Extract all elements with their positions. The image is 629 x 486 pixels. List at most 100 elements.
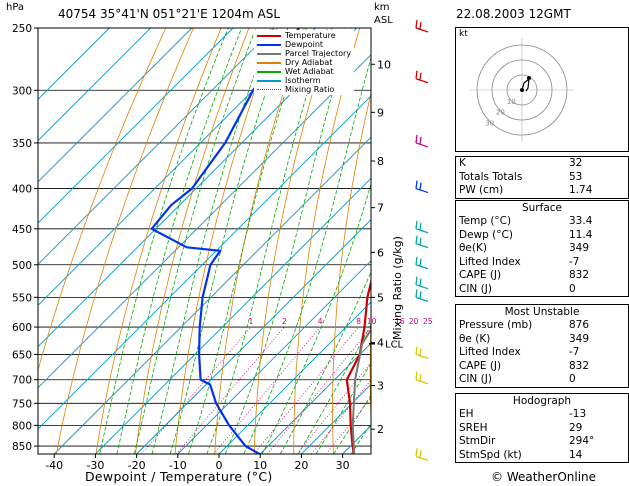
isotherm-line [38, 28, 151, 142]
isotherm-line [53, 136, 371, 454]
legend-swatch [257, 52, 281, 55]
wet-adiabat [133, 28, 257, 454]
temperature-tick-label: 20 [294, 459, 308, 472]
height-tick-label: 9 [377, 106, 384, 119]
surface-box: Surface Temp (°C) 33.4 Dewp (°C) 11.4 θe(K) 3… [455, 200, 629, 297]
index-row: StmDir 294° [456, 435, 628, 449]
pressure-tick-label: 750 [12, 398, 32, 410]
legend-entry: Isotherm [257, 76, 351, 85]
dewpoint-curve [150, 28, 300, 454]
legend-label: Dry Adiabat [285, 58, 333, 67]
height-tick-label: 10 [377, 58, 391, 71]
mixing-ratio-line [267, 327, 371, 454]
hodograph-index-title: Hodograph [512, 395, 572, 407]
index-label: Totals Totals [459, 170, 523, 183]
isotherm-line [38, 28, 316, 307]
mixing-ratio-label: 4 [318, 317, 323, 326]
legend-swatch [257, 43, 281, 46]
index-row: CAPE (J) 832 [456, 269, 628, 283]
wind-barb [415, 235, 429, 249]
index-row: Pressure (mb) 876 [456, 319, 628, 333]
wind-barb [415, 180, 429, 194]
index-label: θe (K) [459, 332, 491, 345]
mixing-ratio-line [213, 326, 321, 454]
asl-unit-label: ASL [374, 15, 393, 26]
wind-barb [415, 448, 429, 461]
temperature-tick-label: -40 [45, 459, 63, 472]
mixing-ratio-line [325, 397, 371, 454]
wet-adiabat [151, 28, 272, 454]
pressure-tick-label: 300 [12, 85, 32, 97]
index-label: StmDir [459, 435, 496, 447]
index-value: 876 [569, 319, 590, 331]
wet-adiabat [99, 28, 229, 454]
km-unit-label: km [374, 2, 390, 13]
wet-adiabat [169, 28, 289, 454]
dry-adiabat [332, 91, 371, 454]
legend-entry: Temperature [257, 31, 351, 40]
index-value: 32 [569, 157, 583, 169]
chart-legend: Temperature Dewpoint Parcel Trajectory Dry … [254, 30, 355, 95]
indices-table: K 32 Totals Totals 53 PW (cm) 1.74 [456, 157, 628, 198]
wind-barbs [415, 19, 429, 461]
profile-curves [150, 28, 371, 454]
index-row: EH -13 [456, 408, 628, 422]
mixing-ratio-label: 8 [356, 317, 361, 326]
isotherm-line [38, 28, 357, 348]
indices-box: K 32 Totals Totals 53 PW (cm) 1.74 [455, 156, 629, 199]
copyright-footer: © WeatherOnline [491, 470, 597, 484]
index-label: EH [459, 408, 474, 420]
temperature-tick-label: 0 [216, 459, 223, 472]
legend-label: Parcel Trajectory [285, 49, 352, 58]
pressure-tick-label: 250 [12, 23, 32, 35]
index-label: CIN (J) [459, 282, 492, 295]
hodograph-origin [520, 88, 524, 92]
pressure-tick-label: 800 [12, 420, 32, 432]
index-value: 53 [569, 170, 583, 183]
index-row: Temp (°C) 33.4 [456, 215, 628, 229]
wind-barb [415, 220, 429, 234]
hodograph-ring-label: 20 [496, 109, 505, 117]
index-row: SREH 29 [456, 422, 628, 436]
index-value: -7 [569, 255, 580, 268]
index-label: CIN (J) [459, 373, 492, 385]
index-value: 832 [569, 359, 590, 372]
height-tick-label: 4 [377, 337, 384, 350]
wet-adiabat [206, 28, 328, 454]
mixing-ratio-line [311, 379, 371, 454]
isotherm-line [259, 342, 371, 454]
parcel-trajectory-curve [351, 327, 371, 454]
index-row: Lifted Index -7 [456, 256, 628, 270]
pressure-tick-label: 850 [12, 441, 32, 453]
legend-label: Wet Adiabat [285, 67, 334, 76]
index-value: -7 [569, 346, 580, 358]
isotherm-line [38, 95, 371, 430]
wind-barb [415, 134, 429, 148]
wind-barb [415, 256, 429, 270]
hpa-unit-label: hPa [6, 2, 25, 13]
hodograph-index-box: Hodograph EH -13 SREH 29 StmDir 294° StmSpd (k… [455, 393, 629, 463]
isotherm-line [95, 177, 371, 454]
most-unstable-title: Most Unstable [504, 306, 580, 318]
index-row: CIN (J) 0 [456, 283, 628, 297]
legend-entry: Mixing Ratio [257, 85, 351, 94]
temperature-tick-label: 30 [336, 459, 350, 472]
isotherm-line [177, 260, 371, 454]
index-value: 349 [569, 242, 590, 254]
index-value: 1.74 [569, 184, 593, 196]
mixing-ratio-label: 20 [409, 317, 419, 326]
wind-barb [415, 371, 429, 385]
index-value: -13 [569, 408, 587, 420]
lcl-label: LCL [385, 340, 404, 351]
index-value: 294° [569, 435, 595, 447]
dry-adiabat [55, 28, 194, 454]
legend-entry: Dry Adiabat [257, 58, 351, 67]
index-row: StmSpd (kt) 14 [456, 449, 628, 463]
pressure-tick-label: 650 [12, 349, 32, 361]
wind-barb [415, 19, 429, 33]
height-tick-label: 3 [377, 380, 384, 393]
chart-axes: 250300350400450500550600650700750800850-… [12, 23, 433, 472]
index-label: CAPE (J) [459, 359, 502, 372]
index-label: SREH [459, 421, 488, 434]
